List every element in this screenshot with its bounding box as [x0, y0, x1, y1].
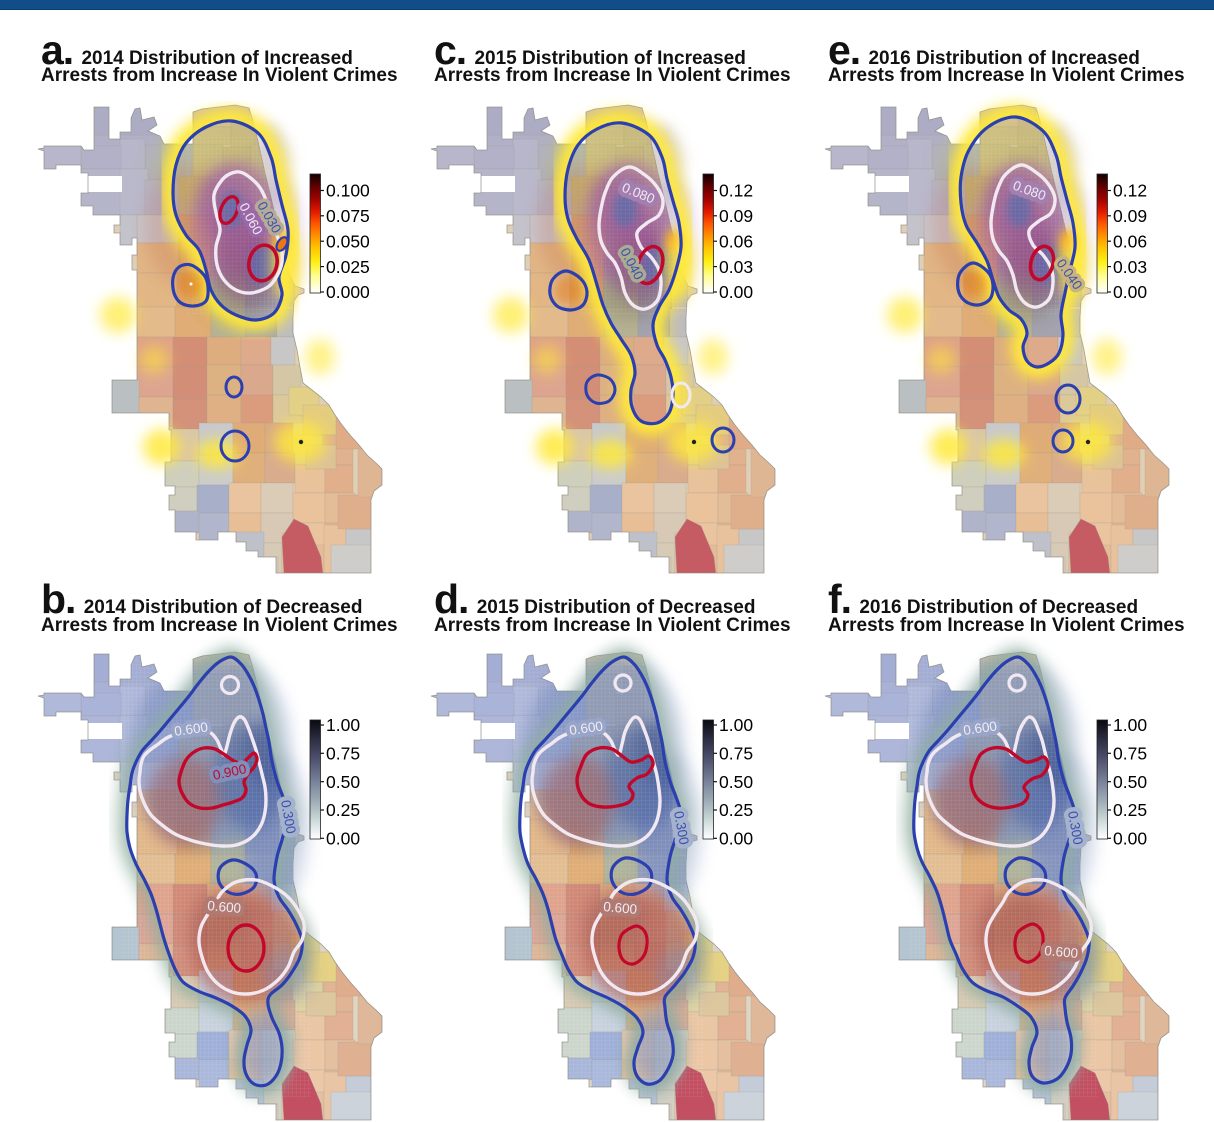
svg-text:0.000: 0.000	[326, 282, 370, 302]
svg-text:0.075: 0.075	[326, 206, 370, 226]
svg-text:0.50: 0.50	[326, 772, 360, 792]
svg-text:0.025: 0.025	[326, 257, 370, 277]
svg-text:0.00: 0.00	[719, 282, 753, 302]
svg-text:0.75: 0.75	[719, 744, 753, 764]
svg-text:1.00: 1.00	[719, 715, 753, 735]
svg-text:0.12: 0.12	[719, 181, 753, 201]
svg-text:0.00: 0.00	[719, 829, 753, 849]
svg-text:0.100: 0.100	[326, 181, 370, 201]
svg-text:0.09: 0.09	[719, 206, 753, 226]
svg-text:1.00: 1.00	[326, 715, 360, 735]
svg-text:0.50: 0.50	[1113, 772, 1147, 792]
svg-text:0.75: 0.75	[326, 744, 360, 764]
svg-text:0.00: 0.00	[1113, 829, 1147, 849]
svg-text:0.600: 0.600	[603, 899, 638, 917]
svg-text:0.09: 0.09	[1113, 206, 1147, 226]
svg-text:0.06: 0.06	[719, 231, 753, 251]
svg-text:0.75: 0.75	[1113, 744, 1147, 764]
svg-text:0.00: 0.00	[1113, 282, 1147, 302]
svg-text:0.25: 0.25	[719, 800, 753, 820]
svg-text:0.00: 0.00	[326, 829, 360, 849]
svg-text:0.12: 0.12	[1113, 181, 1147, 201]
svg-text:0.600: 0.600	[1044, 943, 1079, 961]
svg-text:1.00: 1.00	[1113, 715, 1147, 735]
svg-text:0.03: 0.03	[719, 257, 753, 277]
svg-text:0.06: 0.06	[1113, 231, 1147, 251]
svg-text:0.03: 0.03	[1113, 257, 1147, 277]
svg-text:0.600: 0.600	[207, 898, 242, 916]
svg-text:0.50: 0.50	[719, 772, 753, 792]
svg-text:0.050: 0.050	[326, 231, 370, 251]
svg-text:0.25: 0.25	[326, 800, 360, 820]
svg-text:0.25: 0.25	[1113, 800, 1147, 820]
